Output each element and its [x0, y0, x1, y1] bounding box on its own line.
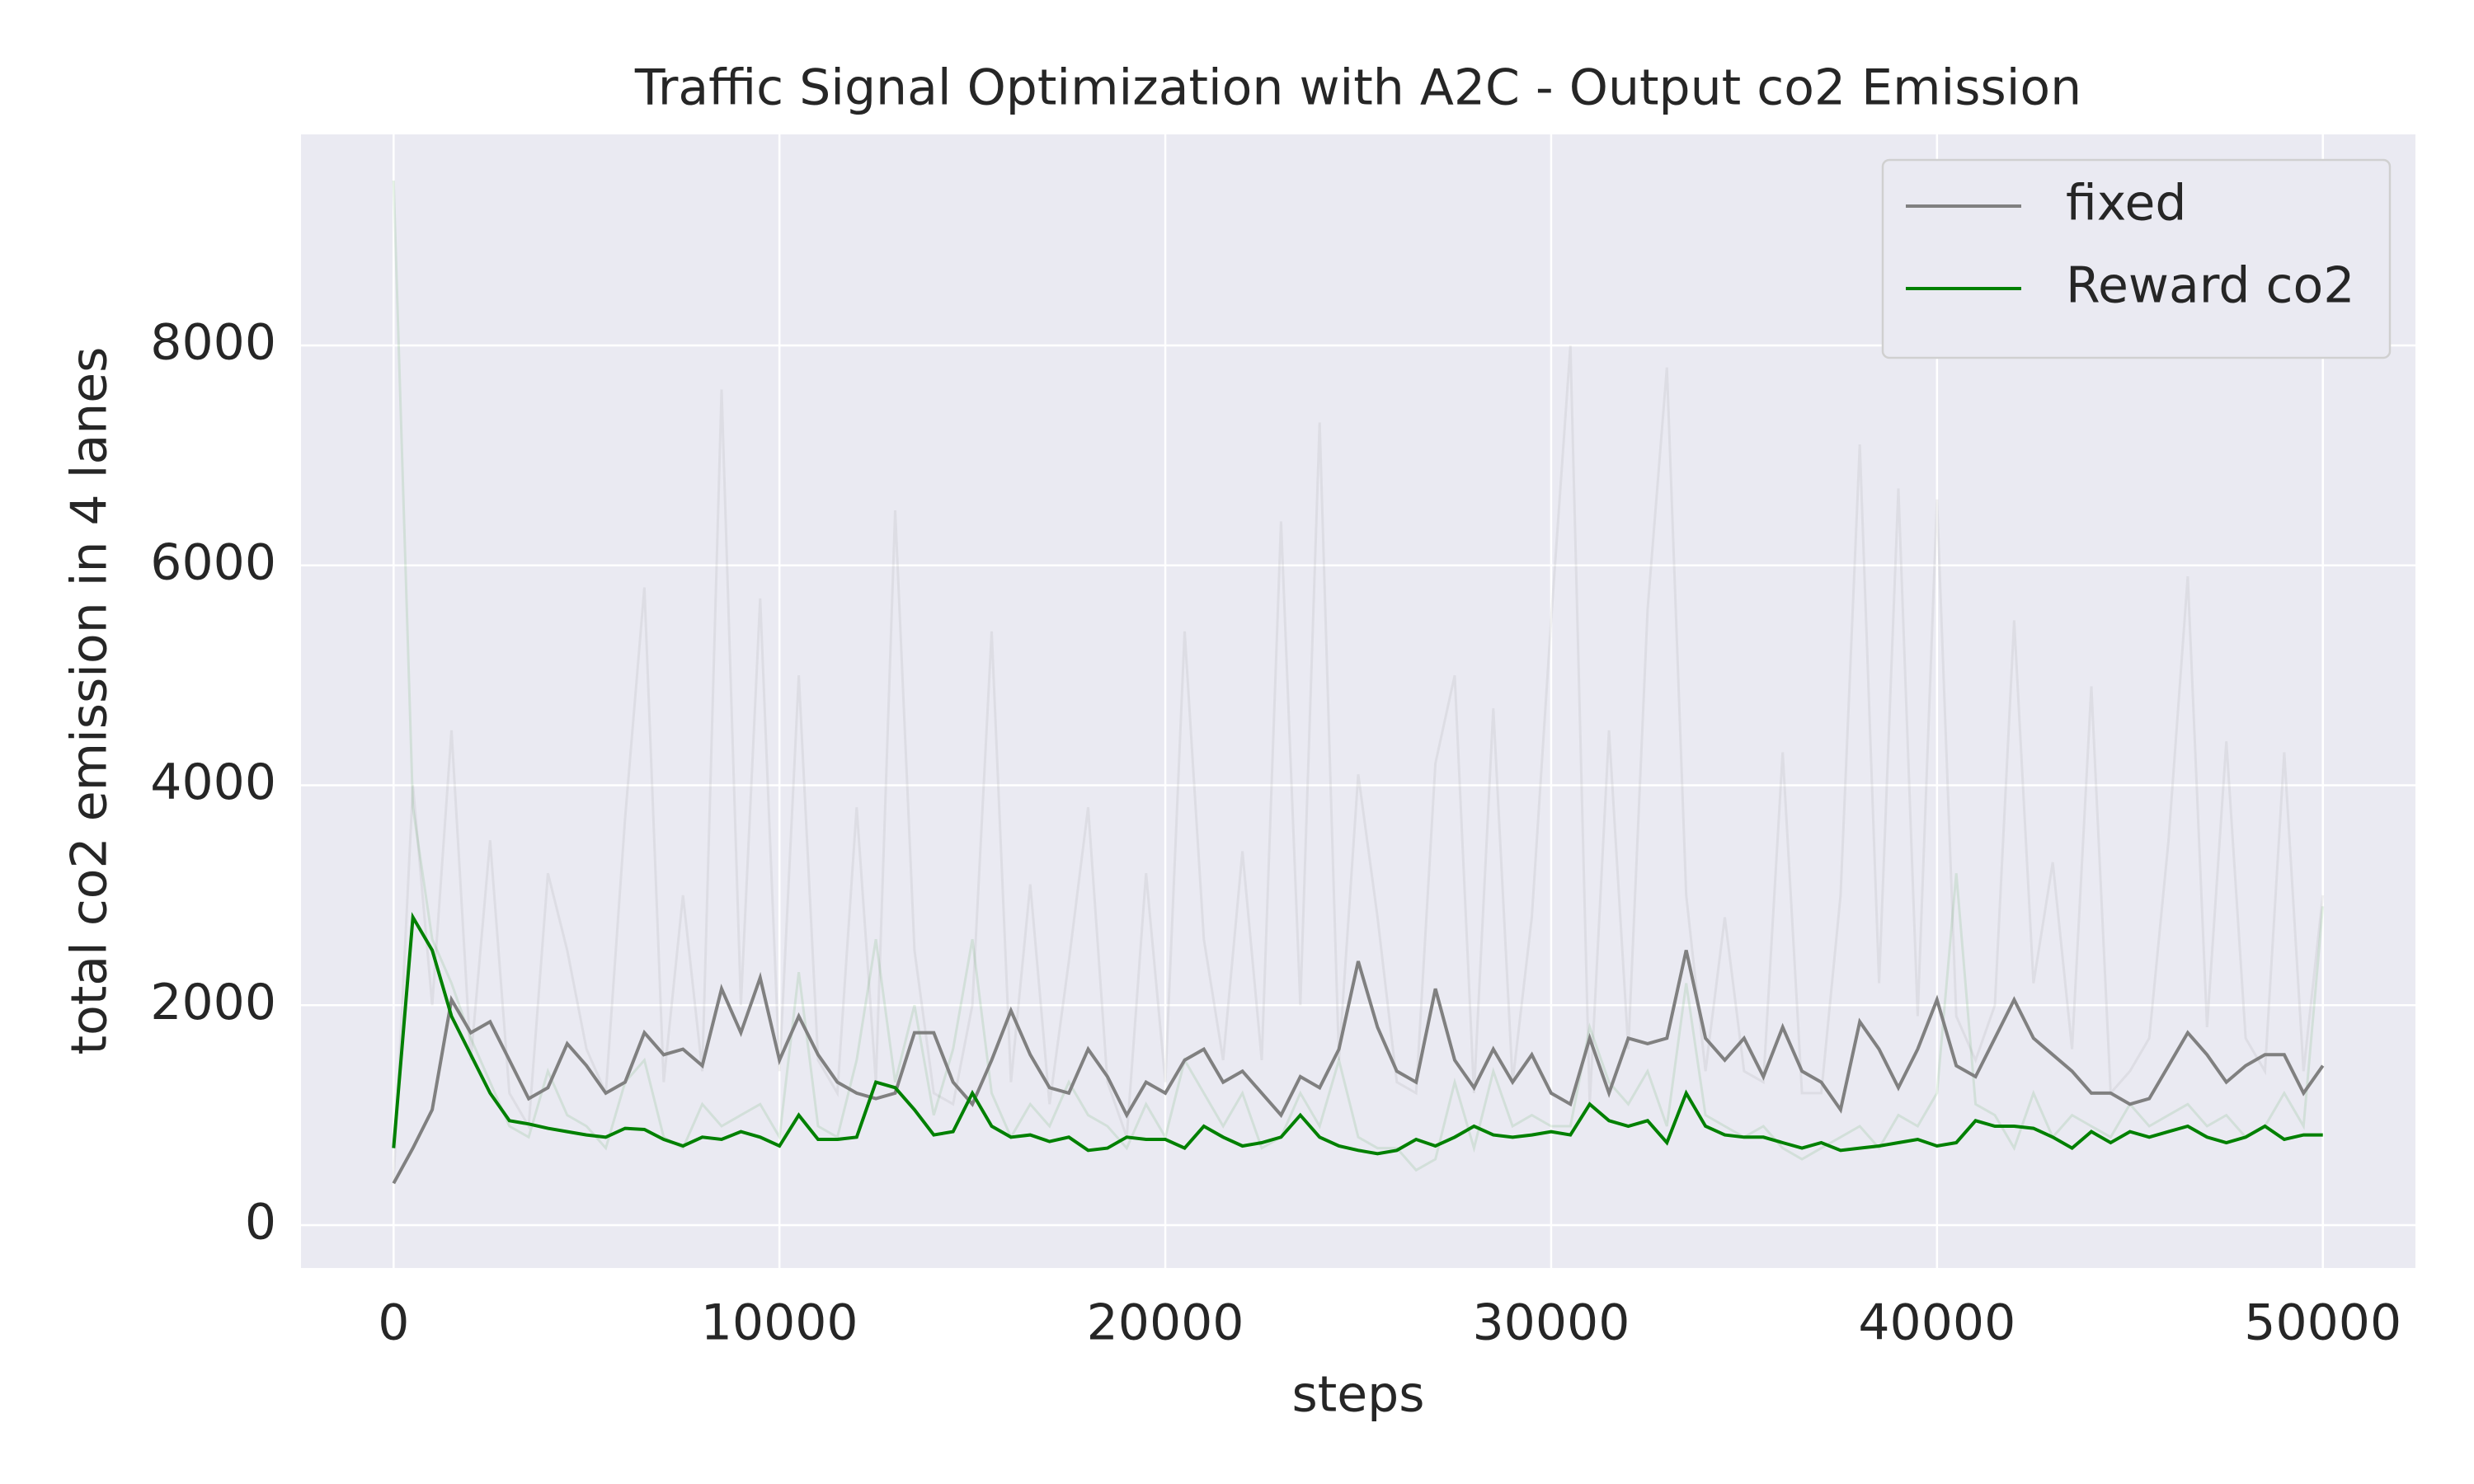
legend-label: fixed — [2066, 175, 2186, 232]
legend-label: Reward co2 — [2066, 257, 2354, 315]
series-line — [392, 950, 2325, 1185]
legend-box — [1881, 158, 2392, 359]
x-tick-label: 50000 — [2244, 1294, 2401, 1352]
y-axis-label: total co2 emission in 4 lanes — [61, 347, 119, 1055]
y-tick-label: 0 — [245, 1194, 276, 1252]
x-tick-label: 0 — [378, 1294, 409, 1352]
x-tick-label: 40000 — [1858, 1294, 2015, 1352]
x-axis-label: steps — [1291, 1366, 1424, 1424]
series-line — [392, 912, 2323, 1156]
y-tick-label: 8000 — [150, 314, 276, 372]
y-tick-label: 4000 — [150, 754, 276, 811]
x-tick-label: 30000 — [1473, 1294, 1630, 1352]
x-tick-label: 10000 — [701, 1294, 858, 1352]
raw-line — [392, 345, 2325, 1181]
x-tick-label: 20000 — [1087, 1294, 1244, 1352]
y-tick-label: 6000 — [150, 533, 276, 591]
y-tick-label: 2000 — [150, 974, 276, 1031]
chart-title: Traffic Signal Optimization with A2C - O… — [634, 59, 2081, 117]
